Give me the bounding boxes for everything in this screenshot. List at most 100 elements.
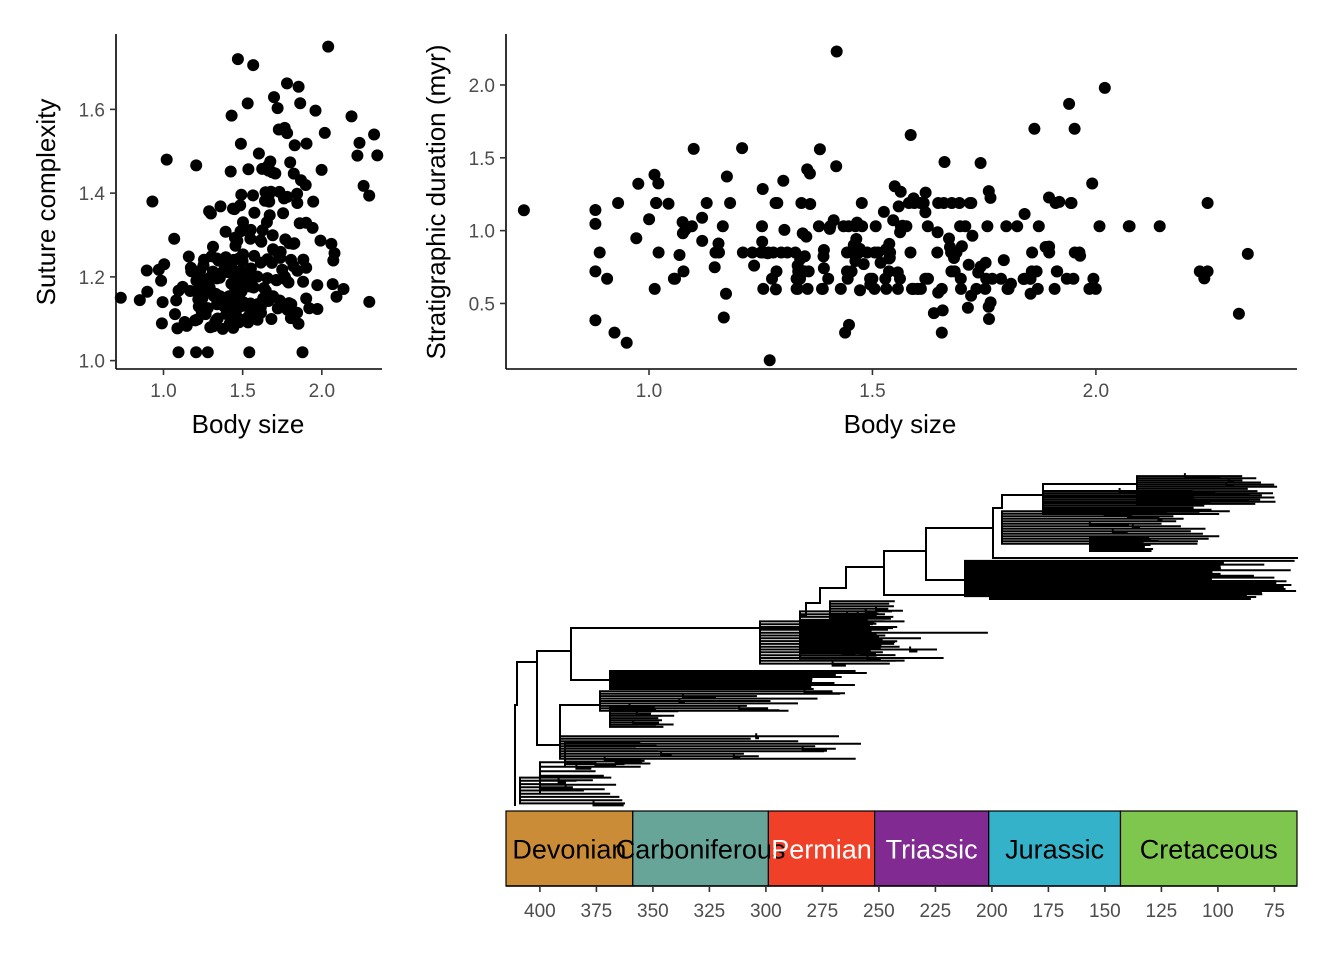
- data-point: [1067, 272, 1080, 285]
- data-point: [891, 282, 904, 295]
- data-point: [1026, 246, 1039, 259]
- data-point: [244, 262, 257, 275]
- data-point: [914, 282, 927, 295]
- period-label: Jurassic: [1005, 835, 1104, 865]
- data-point: [884, 246, 897, 259]
- x-tick-label: 75: [1264, 901, 1285, 922]
- data-point: [216, 322, 229, 335]
- period-label: Triassic: [886, 835, 978, 865]
- data-point: [589, 217, 602, 230]
- data-point: [228, 231, 241, 244]
- data-point: [311, 279, 324, 292]
- data-point: [817, 250, 830, 263]
- data-point: [1048, 282, 1061, 295]
- x-tick-label: 125: [1146, 901, 1178, 922]
- data-point: [244, 297, 257, 310]
- x-tick-label: 200: [976, 901, 1008, 922]
- data-point: [256, 224, 269, 237]
- data-point: [995, 272, 1007, 285]
- data-point: [769, 283, 782, 296]
- data-point: [834, 282, 847, 295]
- data-point: [133, 294, 146, 307]
- data-point: [311, 303, 324, 315]
- data-point: [1039, 241, 1052, 253]
- data-point: [892, 200, 905, 213]
- data-point: [700, 197, 713, 209]
- data-point: [804, 198, 817, 210]
- data-point: [337, 283, 350, 295]
- data-point: [363, 189, 376, 202]
- data-point: [922, 272, 934, 285]
- data-point: [219, 261, 232, 274]
- data-point: [1024, 272, 1037, 285]
- data-point: [168, 232, 181, 245]
- data-point: [608, 326, 621, 339]
- data-point: [371, 149, 384, 162]
- data-point: [812, 220, 825, 233]
- data-point: [190, 346, 203, 359]
- data-point: [279, 273, 292, 286]
- data-point: [270, 274, 283, 286]
- x-tick-label: 250: [863, 901, 895, 922]
- period-label: Cretaceous: [1140, 835, 1278, 865]
- data-point: [243, 224, 256, 237]
- data-point: [1232, 307, 1245, 320]
- data-point: [318, 126, 331, 139]
- data-point: [589, 204, 602, 216]
- data-point: [822, 272, 835, 285]
- data-point: [676, 216, 689, 229]
- data-point: [650, 197, 663, 209]
- data-point: [791, 282, 804, 295]
- data-point: [880, 282, 893, 295]
- data-point: [283, 297, 295, 310]
- period-permian: [767, 810, 876, 887]
- data-point: [185, 265, 198, 278]
- data-point: [265, 185, 277, 198]
- data-point: [648, 168, 661, 181]
- data-point: [708, 261, 721, 274]
- data-point: [612, 197, 625, 209]
- data-point: [219, 251, 232, 264]
- data-point: [1098, 81, 1111, 94]
- y-tick-label: 2.0: [469, 76, 495, 97]
- data-point: [247, 189, 259, 202]
- data-point: [945, 246, 958, 259]
- data-point: [781, 246, 794, 259]
- data-point: [676, 227, 689, 240]
- data-point: [294, 97, 307, 110]
- data-point: [288, 139, 301, 152]
- data-point: [756, 220, 768, 233]
- data-point: [962, 258, 975, 271]
- data-point: [351, 149, 364, 162]
- data-point: [156, 296, 169, 309]
- x-tick-label: 2.0: [1083, 381, 1109, 402]
- data-point: [248, 206, 261, 219]
- data-point: [855, 197, 868, 209]
- data-point: [984, 191, 997, 204]
- data-point: [201, 346, 214, 359]
- data-point: [777, 174, 790, 187]
- data-point: [207, 240, 219, 253]
- data-point: [1063, 97, 1076, 110]
- x-tick-label: 350: [637, 901, 669, 922]
- data-point: [170, 294, 183, 307]
- data-point: [281, 127, 294, 140]
- data-point: [227, 202, 239, 215]
- x-tick-label: 2.0: [309, 381, 335, 402]
- data-point: [667, 272, 680, 285]
- data-point: [677, 265, 690, 278]
- data-point: [140, 264, 153, 277]
- data-point: [757, 282, 770, 295]
- data-point: [717, 311, 730, 324]
- x-axis-title: Body size: [192, 409, 305, 439]
- data-point: [265, 313, 278, 325]
- x-ticks: 1.0 1.5 2.0: [636, 369, 1109, 402]
- data-point: [720, 170, 733, 183]
- data-point: [182, 250, 195, 263]
- data-point: [854, 284, 866, 297]
- data-point: [262, 295, 275, 307]
- data-point: [778, 223, 791, 236]
- data-point: [771, 197, 784, 209]
- data-point: [251, 270, 264, 283]
